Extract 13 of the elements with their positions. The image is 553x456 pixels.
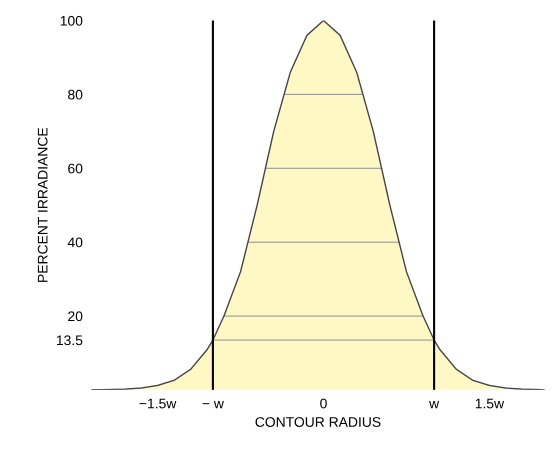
x-axis-title: CONTOUR RADIUS — [256, 417, 380, 427]
x-tick-label: w — [429, 400, 440, 408]
y-tick-label: 13.5 — [56, 335, 82, 346]
x-tick-label: − w — [202, 400, 224, 408]
y-tick-label: 20 — [68, 311, 82, 322]
y-tick-label: 100 — [60, 16, 82, 26]
x-tick-label: 0 — [320, 398, 327, 408]
y-tick-label: 40 — [68, 237, 82, 248]
y-axis-title: PERCENT IRRADIANCE — [38, 128, 48, 282]
x-tick-label: 1.5w — [476, 398, 504, 408]
y-tick-label: 80 — [68, 90, 82, 100]
y-tick-label: 60 — [68, 164, 82, 174]
x-tick-label: −1.5w — [140, 398, 176, 408]
